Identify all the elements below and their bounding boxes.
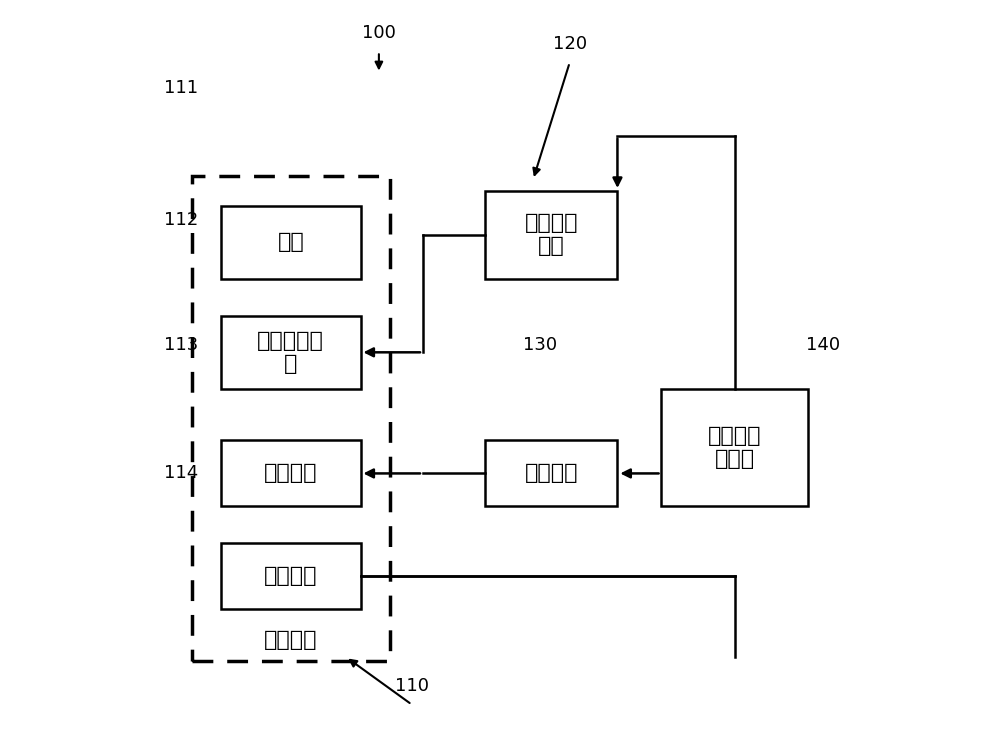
Text: 梯度磁场
系统: 梯度磁场 系统 (525, 214, 578, 256)
Text: 100: 100 (362, 24, 396, 42)
FancyBboxPatch shape (192, 176, 390, 661)
FancyBboxPatch shape (221, 440, 361, 506)
Text: 120: 120 (553, 35, 587, 53)
FancyBboxPatch shape (661, 389, 808, 506)
FancyBboxPatch shape (221, 316, 361, 389)
Text: 磁体: 磁体 (277, 232, 304, 252)
FancyBboxPatch shape (485, 440, 617, 506)
Text: 140: 140 (806, 336, 840, 354)
Text: 发射线圈: 发射线圈 (264, 463, 318, 484)
Text: 梯度磁场线
圈: 梯度磁场线 圈 (257, 331, 324, 374)
Text: 114: 114 (164, 465, 198, 482)
Text: 130: 130 (523, 336, 557, 354)
Text: 接收线圈: 接收线圈 (264, 566, 318, 586)
Text: 磁体系统: 磁体系统 (264, 630, 318, 650)
FancyBboxPatch shape (221, 206, 361, 279)
Text: 113: 113 (164, 336, 198, 354)
Text: 控制及处
理系统: 控制及处 理系统 (708, 426, 762, 469)
Text: 112: 112 (164, 211, 198, 229)
FancyBboxPatch shape (221, 543, 361, 609)
FancyBboxPatch shape (485, 191, 617, 279)
Text: 射频系统: 射频系统 (525, 463, 578, 484)
Text: 110: 110 (395, 677, 429, 695)
Text: 111: 111 (164, 79, 198, 97)
